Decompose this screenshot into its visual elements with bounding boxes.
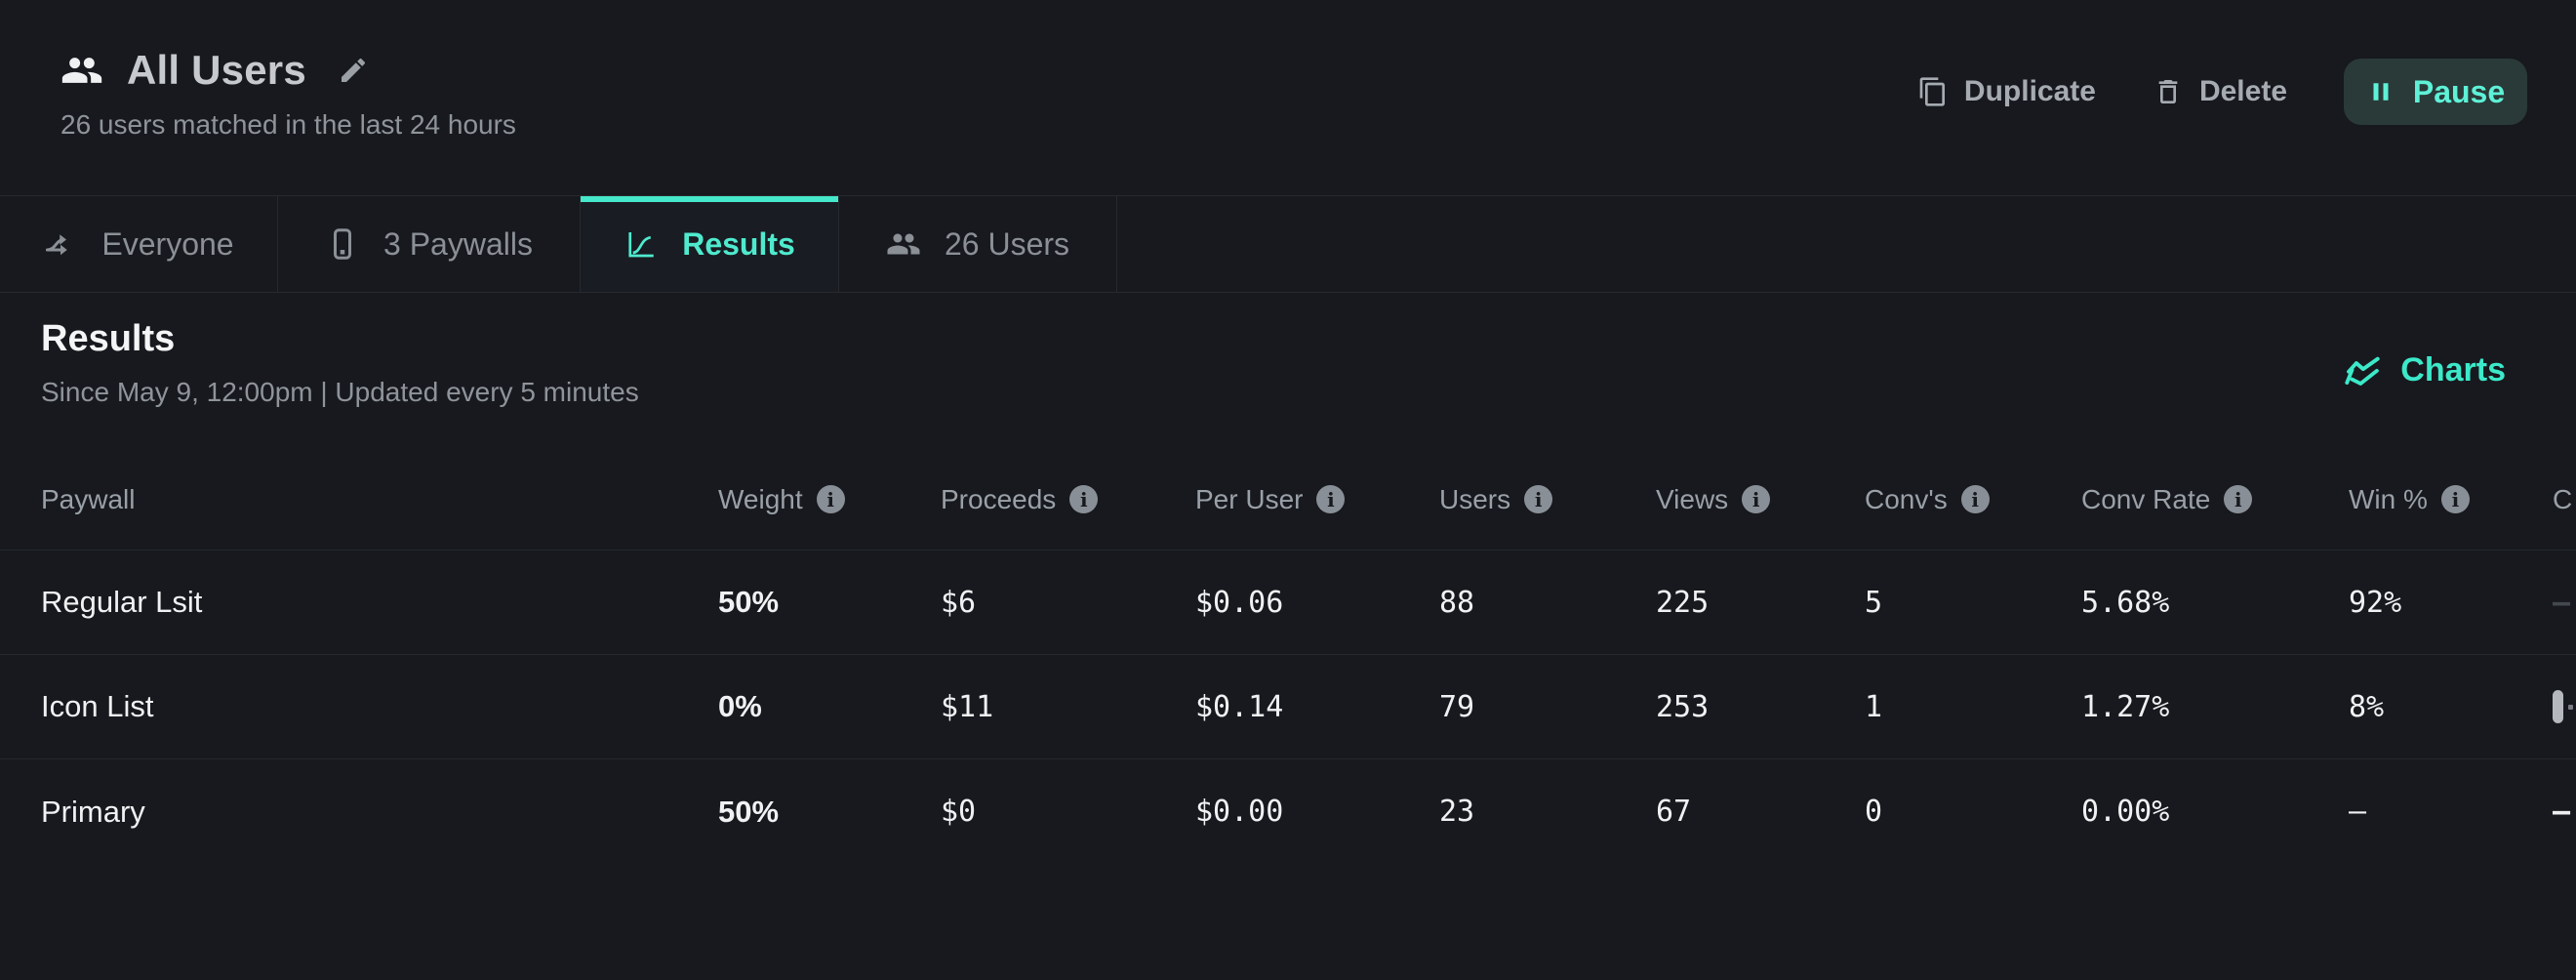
results-section-header: Results Since May 9, 12:00pm | Updated e… [0,293,2576,449]
per-user-value: $0.00 [1195,795,1284,829]
proceeds-value: $11 [941,689,994,724]
phone-icon [334,228,352,260]
cut-off-cell-fragment: – [2553,585,2571,620]
paywall-name: Primary [41,794,145,829]
title-row: All Users [60,47,369,94]
duplicate-icon [1919,77,1945,106]
users-icon [887,233,920,255]
cut-off-cell-fragment: – [2553,795,2571,829]
delete-button[interactable]: Delete [2153,75,2287,108]
win-pct-value: 8% [2349,689,2385,724]
col-win-pct: Win % i [2349,484,2553,515]
results-subheading: Since May 9, 12:00pm | Updated every 5 m… [41,377,639,407]
tab-results[interactable]: Results [581,196,839,292]
proceeds-value: $0 [941,795,977,829]
page-title: All Users [127,47,306,93]
col-per-user: Per User i [1195,484,1439,515]
pause-icon [2373,83,2389,101]
proceeds-value: $6 [941,585,977,620]
weight-value: 0% [718,689,762,723]
matched-users-subtitle: 26 users matched in the last 24 hours [60,109,516,140]
paywall-name: Regular Lsit [41,585,203,619]
info-icon[interactable]: i [2224,485,2253,513]
duplicate-button[interactable]: Duplicate [1917,75,2096,108]
trash-icon [2158,80,2178,103]
users-icon [61,58,102,83]
col-views: Views i [1656,484,1865,515]
col-conv-rate: Conv Rate i [2081,484,2349,515]
tab-everyone-label: Everyone [101,225,234,262]
win-pct-value: 92% [2349,585,2402,620]
col-weight: Weight i [718,484,941,515]
col-cutoff: C [2553,483,2573,514]
views-value: 253 [1656,689,1710,724]
results-chart-icon [628,232,654,258]
info-icon[interactable]: i [2440,485,2470,513]
delete-label: Delete [2198,75,2287,107]
weight-value: 50% [718,794,780,829]
col-convs: Conv's i [1865,484,2081,515]
convs-value: 5 [1865,585,1883,620]
info-icon[interactable]: i [1069,485,1099,513]
table-row[interactable]: Icon List 0% $11 $0.14 79 253 1 1.27% 8% [0,655,2576,759]
info-icon[interactable]: i [816,485,845,513]
charts-button[interactable]: Charts [2342,349,2506,390]
tab-paywalls-label: 3 Paywalls [383,225,533,262]
tab-results-label: Results [682,225,795,262]
tab-users-label: 26 Users [944,225,1070,262]
pause-button[interactable]: Pause [2344,59,2527,125]
paywall-name: Icon List [41,689,154,723]
charts-line-icon [2345,356,2380,386]
views-value: 225 [1656,585,1710,620]
badge-dot [2568,704,2573,710]
per-user-value: $0.14 [1195,689,1284,724]
tab-bar: Everyone 3 Paywalls Results 26 Users [0,195,2576,293]
col-users: Users i [1439,484,1656,515]
results-heading: Results [41,318,176,359]
table-row[interactable]: Primary 50% $0 $0.00 23 67 0 0.00% – – [0,759,2576,864]
users-value: 23 [1439,795,1475,829]
col-paywall: Paywall [41,483,136,514]
route-icon [46,234,68,256]
pause-label: Pause [2412,73,2506,109]
weight-value: 50% [718,585,780,619]
badge-pill-fragment [2553,690,2563,723]
conv-rate-value: 5.68% [2081,585,2170,620]
info-icon[interactable]: i [1316,485,1346,513]
col-proceeds: Proceeds i [941,484,1195,515]
users-value: 88 [1439,585,1475,620]
header-actions: Duplicate Delete Pause [1917,59,2527,125]
per-user-value: $0.06 [1195,585,1284,620]
conv-rate-value: 0.00% [2081,795,2170,829]
table-header-row: Paywall Weight i Proceeds i Per User i User… [0,449,2576,551]
tab-users[interactable]: 26 Users [839,196,1117,292]
results-table: Paywall Weight i Proceeds i Per User i User… [0,449,2576,864]
cut-off-badge-fragment [2553,690,2576,723]
win-pct-value: – [2349,795,2367,829]
users-value: 79 [1439,689,1475,724]
page-header: All Users 26 users matched in the last 2… [0,0,2576,195]
edit-pencil-icon[interactable] [338,55,369,86]
tab-paywalls[interactable]: 3 Paywalls [278,196,581,292]
charts-label: Charts [2400,350,2506,388]
convs-value: 1 [1865,689,1883,724]
tab-everyone[interactable]: Everyone [0,196,278,292]
table-row[interactable]: Regular Lsit 50% $6 $0.06 88 225 5 5.68%… [0,551,2576,655]
info-icon[interactable]: i [1960,485,1990,513]
views-value: 67 [1656,795,1692,829]
info-icon[interactable]: i [1524,485,1553,513]
conv-rate-value: 1.27% [2081,689,2170,724]
duplicate-label: Duplicate [1963,75,2096,107]
info-icon[interactable]: i [1742,485,1771,513]
convs-value: 0 [1865,795,1883,829]
